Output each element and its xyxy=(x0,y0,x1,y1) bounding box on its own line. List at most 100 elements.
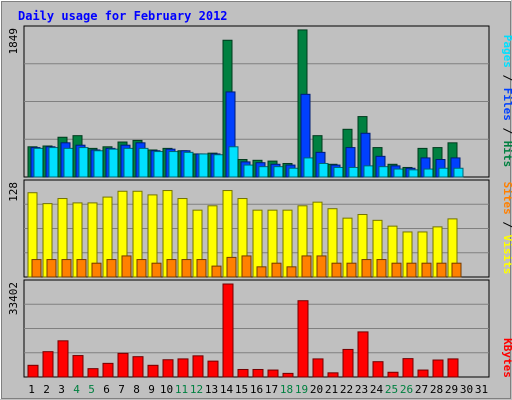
x-tick-label: 16 xyxy=(250,383,263,396)
x-tick-label: 19 xyxy=(295,383,308,396)
side-legend: Pages / Files / Hits xyxy=(501,35,512,168)
bar-sites-day-15 xyxy=(241,255,252,278)
bar-kbytes-day-8 xyxy=(132,356,144,378)
bar-kbytes-day-17 xyxy=(267,369,279,378)
bar-sites-day-28 xyxy=(436,262,447,278)
bar-sites-day-8 xyxy=(136,259,147,278)
bar-pages-day-12 xyxy=(198,153,209,178)
bar-sites-day-21 xyxy=(331,262,342,278)
bar-kbytes-day-22 xyxy=(342,348,354,378)
bar-kbytes-day-19 xyxy=(297,300,309,378)
x-tick-label: 23 xyxy=(355,383,368,396)
bar-pages-day-13 xyxy=(213,154,224,178)
bar-pages-day-21 xyxy=(333,166,344,178)
bar-sites-day-10 xyxy=(166,259,177,278)
bar-kbytes-day-21 xyxy=(327,372,339,378)
bar-pages-day-23 xyxy=(363,165,374,178)
panel-kbytes: 33402 xyxy=(7,279,490,378)
x-tick-label: 5 xyxy=(88,383,95,396)
bar-pages-day-29 xyxy=(453,167,464,178)
bar-sites-day-5 xyxy=(91,262,102,278)
ymax-label: 33402 xyxy=(7,282,20,315)
legend-visits: Visits xyxy=(501,235,512,275)
x-tick-label: 21 xyxy=(325,383,338,396)
chart-title: Daily usage for February 2012 xyxy=(18,9,228,23)
bar-sites-day-14 xyxy=(226,256,237,278)
bar-pages-day-11 xyxy=(183,151,194,178)
bar-sites-day-3 xyxy=(61,259,72,278)
legend-hits: Hits xyxy=(501,141,512,168)
bar-sites-day-24 xyxy=(376,259,387,278)
x-tick-label: 17 xyxy=(265,383,278,396)
bar-pages-day-4 xyxy=(78,147,89,178)
bar-kbytes-day-3 xyxy=(57,340,69,378)
bar-pages-day-10 xyxy=(168,151,179,178)
bar-sites-day-9 xyxy=(151,262,162,278)
x-tick-label: 12 xyxy=(190,383,203,396)
bar-pages-day-1 xyxy=(33,147,44,178)
x-tick-label: 11 xyxy=(175,383,188,396)
bar-kbytes-day-26 xyxy=(402,358,414,378)
bar-sites-day-23 xyxy=(361,259,372,278)
x-tick-label: 13 xyxy=(205,383,218,396)
legend-sep: / xyxy=(501,121,512,141)
bar-pages-day-7 xyxy=(123,147,134,178)
bar-kbytes-day-13 xyxy=(207,360,219,378)
bar-sites-day-16 xyxy=(256,266,267,278)
bar-kbytes-day-7 xyxy=(117,352,129,378)
bar-kbytes-day-6 xyxy=(102,362,114,378)
legend-sites: Sites xyxy=(501,182,512,215)
bar-sites-day-7 xyxy=(121,255,132,278)
ymax-label: 128 xyxy=(7,182,20,202)
bar-kbytes-day-29 xyxy=(447,358,459,378)
bar-pages-day-9 xyxy=(153,151,164,178)
bar-pages-day-25 xyxy=(393,168,404,178)
x-tick-label: 15 xyxy=(235,383,248,396)
x-tick-label: 29 xyxy=(445,383,458,396)
bar-pages-day-6 xyxy=(108,148,119,178)
bar-pages-day-2 xyxy=(48,147,59,178)
bar-pages-day-3 xyxy=(63,147,74,178)
bar-sites-day-12 xyxy=(196,259,207,278)
x-tick-label: 30 xyxy=(460,383,473,396)
bar-kbytes-day-20 xyxy=(312,358,324,378)
x-tick-label: 14 xyxy=(220,383,234,396)
x-tick-label: 22 xyxy=(340,383,353,396)
x-tick-label: 24 xyxy=(370,383,384,396)
x-tick-label: 10 xyxy=(160,383,173,396)
bar-sites-day-13 xyxy=(211,265,222,278)
bar-kbytes-day-14 xyxy=(222,283,234,378)
legend-sep: / xyxy=(501,68,512,88)
x-tick-label: 28 xyxy=(430,383,443,396)
x-tick-label: 8 xyxy=(133,383,140,396)
bar-sites-day-22 xyxy=(346,262,357,278)
x-tick-label: 9 xyxy=(148,383,155,396)
bar-kbytes-day-23 xyxy=(357,331,369,378)
bar-pages-day-17 xyxy=(273,166,284,178)
bar-sites-day-29 xyxy=(451,262,462,278)
bar-pages-day-26 xyxy=(408,169,419,178)
legend-kbytes: KBytes xyxy=(501,338,512,378)
bar-sites-day-19 xyxy=(301,255,312,278)
bar-pages-day-18 xyxy=(288,167,299,178)
legend-files: Files xyxy=(501,88,512,121)
bar-pages-day-20 xyxy=(318,162,329,178)
bar-pages-day-8 xyxy=(138,147,149,178)
bar-kbytes-day-10 xyxy=(162,359,174,378)
bar-kbytes-day-12 xyxy=(192,355,204,378)
bar-kbytes-day-4 xyxy=(72,355,84,378)
bar-pages-day-5 xyxy=(93,150,104,178)
x-tick-label: 7 xyxy=(118,383,125,396)
x-tick-label: 3 xyxy=(58,383,65,396)
bar-kbytes-day-25 xyxy=(387,371,399,378)
x-tick-label: 20 xyxy=(310,383,323,396)
bar-sites-day-2 xyxy=(46,259,57,278)
ymax-label: 1849 xyxy=(7,28,20,55)
x-tick-label: 31 xyxy=(475,383,488,396)
x-tick-label: 26 xyxy=(400,383,413,396)
bar-sites-day-26 xyxy=(406,262,417,278)
bar-sites-day-20 xyxy=(316,255,327,278)
side-legend: KBytes xyxy=(501,338,512,378)
